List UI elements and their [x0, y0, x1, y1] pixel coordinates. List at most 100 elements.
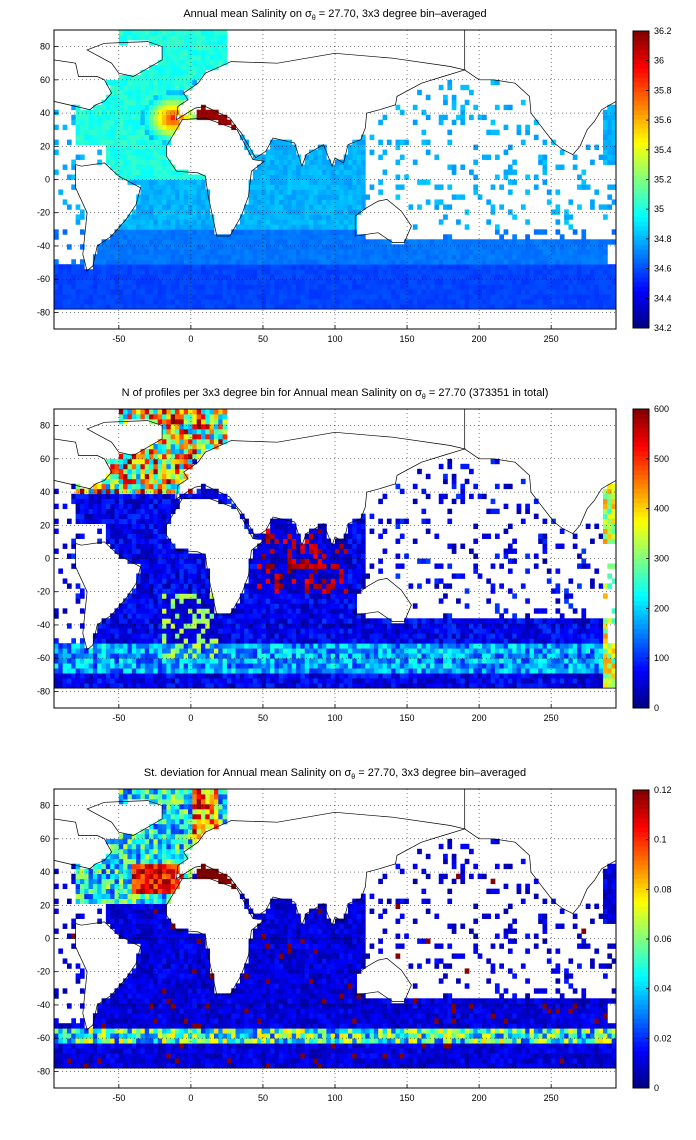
heatmap-cell	[131, 254, 137, 260]
heatmap-cell	[218, 239, 223, 245]
heatmap-cell	[188, 299, 193, 305]
heatmap-cell	[140, 124, 146, 131]
heatmap-cell	[92, 483, 98, 490]
heatmap-cell	[391, 274, 396, 280]
heatmap-cell	[270, 269, 275, 275]
heatmap-cell	[257, 224, 262, 230]
heatmap-cell	[611, 134, 617, 141]
heatmap-cell	[213, 30, 219, 36]
heatmap-cell	[352, 214, 358, 220]
heatmap-cell	[179, 673, 185, 679]
heatmap-cell	[188, 658, 193, 664]
heatmap-cell	[473, 264, 479, 270]
heatmap-cell	[559, 304, 565, 310]
colorbar-step	[633, 193, 649, 199]
heatmap-cell	[188, 623, 193, 629]
heatmap-cell	[170, 568, 176, 574]
heatmap-cell	[347, 294, 353, 300]
heatmap-cell	[603, 249, 608, 255]
heatmap-cell	[231, 259, 236, 265]
heatmap-cell	[140, 284, 146, 290]
heatmap-cell	[127, 234, 133, 240]
heatmap-cell	[188, 114, 193, 121]
heatmap-cell	[209, 593, 215, 599]
heatmap-cell	[585, 254, 591, 260]
colorbar-step	[633, 290, 649, 297]
colorbar-step	[633, 165, 649, 171]
heatmap-cell	[149, 254, 154, 260]
heatmap-cell	[218, 289, 223, 295]
heatmap-cell	[360, 284, 366, 290]
heatmap-cell	[58, 648, 64, 654]
heatmap-cell	[123, 409, 128, 415]
heatmap-cell	[304, 189, 310, 195]
colorbar-step	[633, 253, 649, 259]
heatmap-cell	[140, 568, 146, 574]
heatmap-cell	[304, 274, 310, 280]
heatmap-cell	[170, 89, 176, 96]
heatmap-cell	[412, 119, 418, 126]
heatmap-cell	[105, 304, 111, 310]
heatmap-cell	[382, 259, 388, 265]
heatmap-cell	[451, 249, 457, 255]
heatmap-cell	[162, 64, 167, 71]
heatmap-cell	[144, 648, 150, 654]
heatmap-cell	[516, 249, 522, 255]
heatmap-cell	[352, 299, 358, 305]
heatmap-cell	[84, 269, 89, 275]
colorbar-step	[633, 272, 649, 278]
heatmap-cell	[123, 493, 128, 500]
heatmap-cell	[326, 184, 332, 190]
heatmap-cell	[75, 219, 81, 225]
heatmap-cell	[564, 269, 569, 275]
heatmap-cell	[248, 528, 254, 534]
heatmap-cell	[136, 84, 141, 91]
heatmap-cell	[153, 124, 159, 131]
heatmap-cell	[473, 284, 479, 290]
heatmap-cell	[213, 409, 219, 415]
heatmap-cell	[408, 239, 414, 245]
heatmap-cell	[75, 663, 81, 669]
heatmap-cell	[183, 653, 189, 659]
heatmap-cell	[179, 563, 185, 569]
heatmap-cell	[330, 304, 336, 310]
colorbar-step	[633, 44, 649, 51]
heatmap-cell	[140, 598, 146, 604]
heatmap-cell	[499, 184, 504, 190]
heatmap-cell	[123, 84, 128, 91]
heatmap-cell	[157, 149, 163, 155]
heatmap-cell	[252, 244, 258, 250]
heatmap-cell	[456, 294, 461, 300]
heatmap-cell	[343, 284, 349, 290]
heatmap-cell	[166, 104, 172, 111]
heatmap-cell	[183, 553, 189, 559]
heatmap-cell	[343, 204, 349, 210]
heatmap-cell	[464, 254, 470, 260]
heatmap-cell	[188, 269, 193, 275]
heatmap-cell	[469, 284, 474, 290]
heatmap-cell	[542, 269, 548, 275]
heatmap-cell	[226, 498, 232, 505]
heatmap-cell	[136, 673, 141, 679]
heatmap-cell	[92, 633, 98, 639]
heatmap-cell	[192, 284, 198, 290]
heatmap-cell	[123, 99, 128, 106]
heatmap-cell	[373, 279, 379, 285]
heatmap-cell	[356, 209, 362, 215]
heatmap-cell	[92, 673, 98, 679]
heatmap-cell	[144, 483, 150, 490]
heatmap-cell	[330, 194, 336, 200]
heatmap-cell	[114, 249, 120, 255]
heatmap-cell	[157, 219, 163, 225]
heatmap-cell	[503, 229, 509, 235]
heatmap-cell	[110, 114, 115, 121]
heatmap-cell	[144, 124, 150, 131]
heatmap-cell	[140, 239, 146, 245]
heatmap-cell	[144, 244, 150, 250]
heatmap-cell	[79, 294, 85, 300]
heatmap-cell	[66, 274, 72, 280]
heatmap-cell	[123, 129, 128, 136]
heatmap-cell	[114, 493, 120, 500]
heatmap-cell	[343, 239, 349, 245]
heatmap-cell	[443, 244, 448, 250]
